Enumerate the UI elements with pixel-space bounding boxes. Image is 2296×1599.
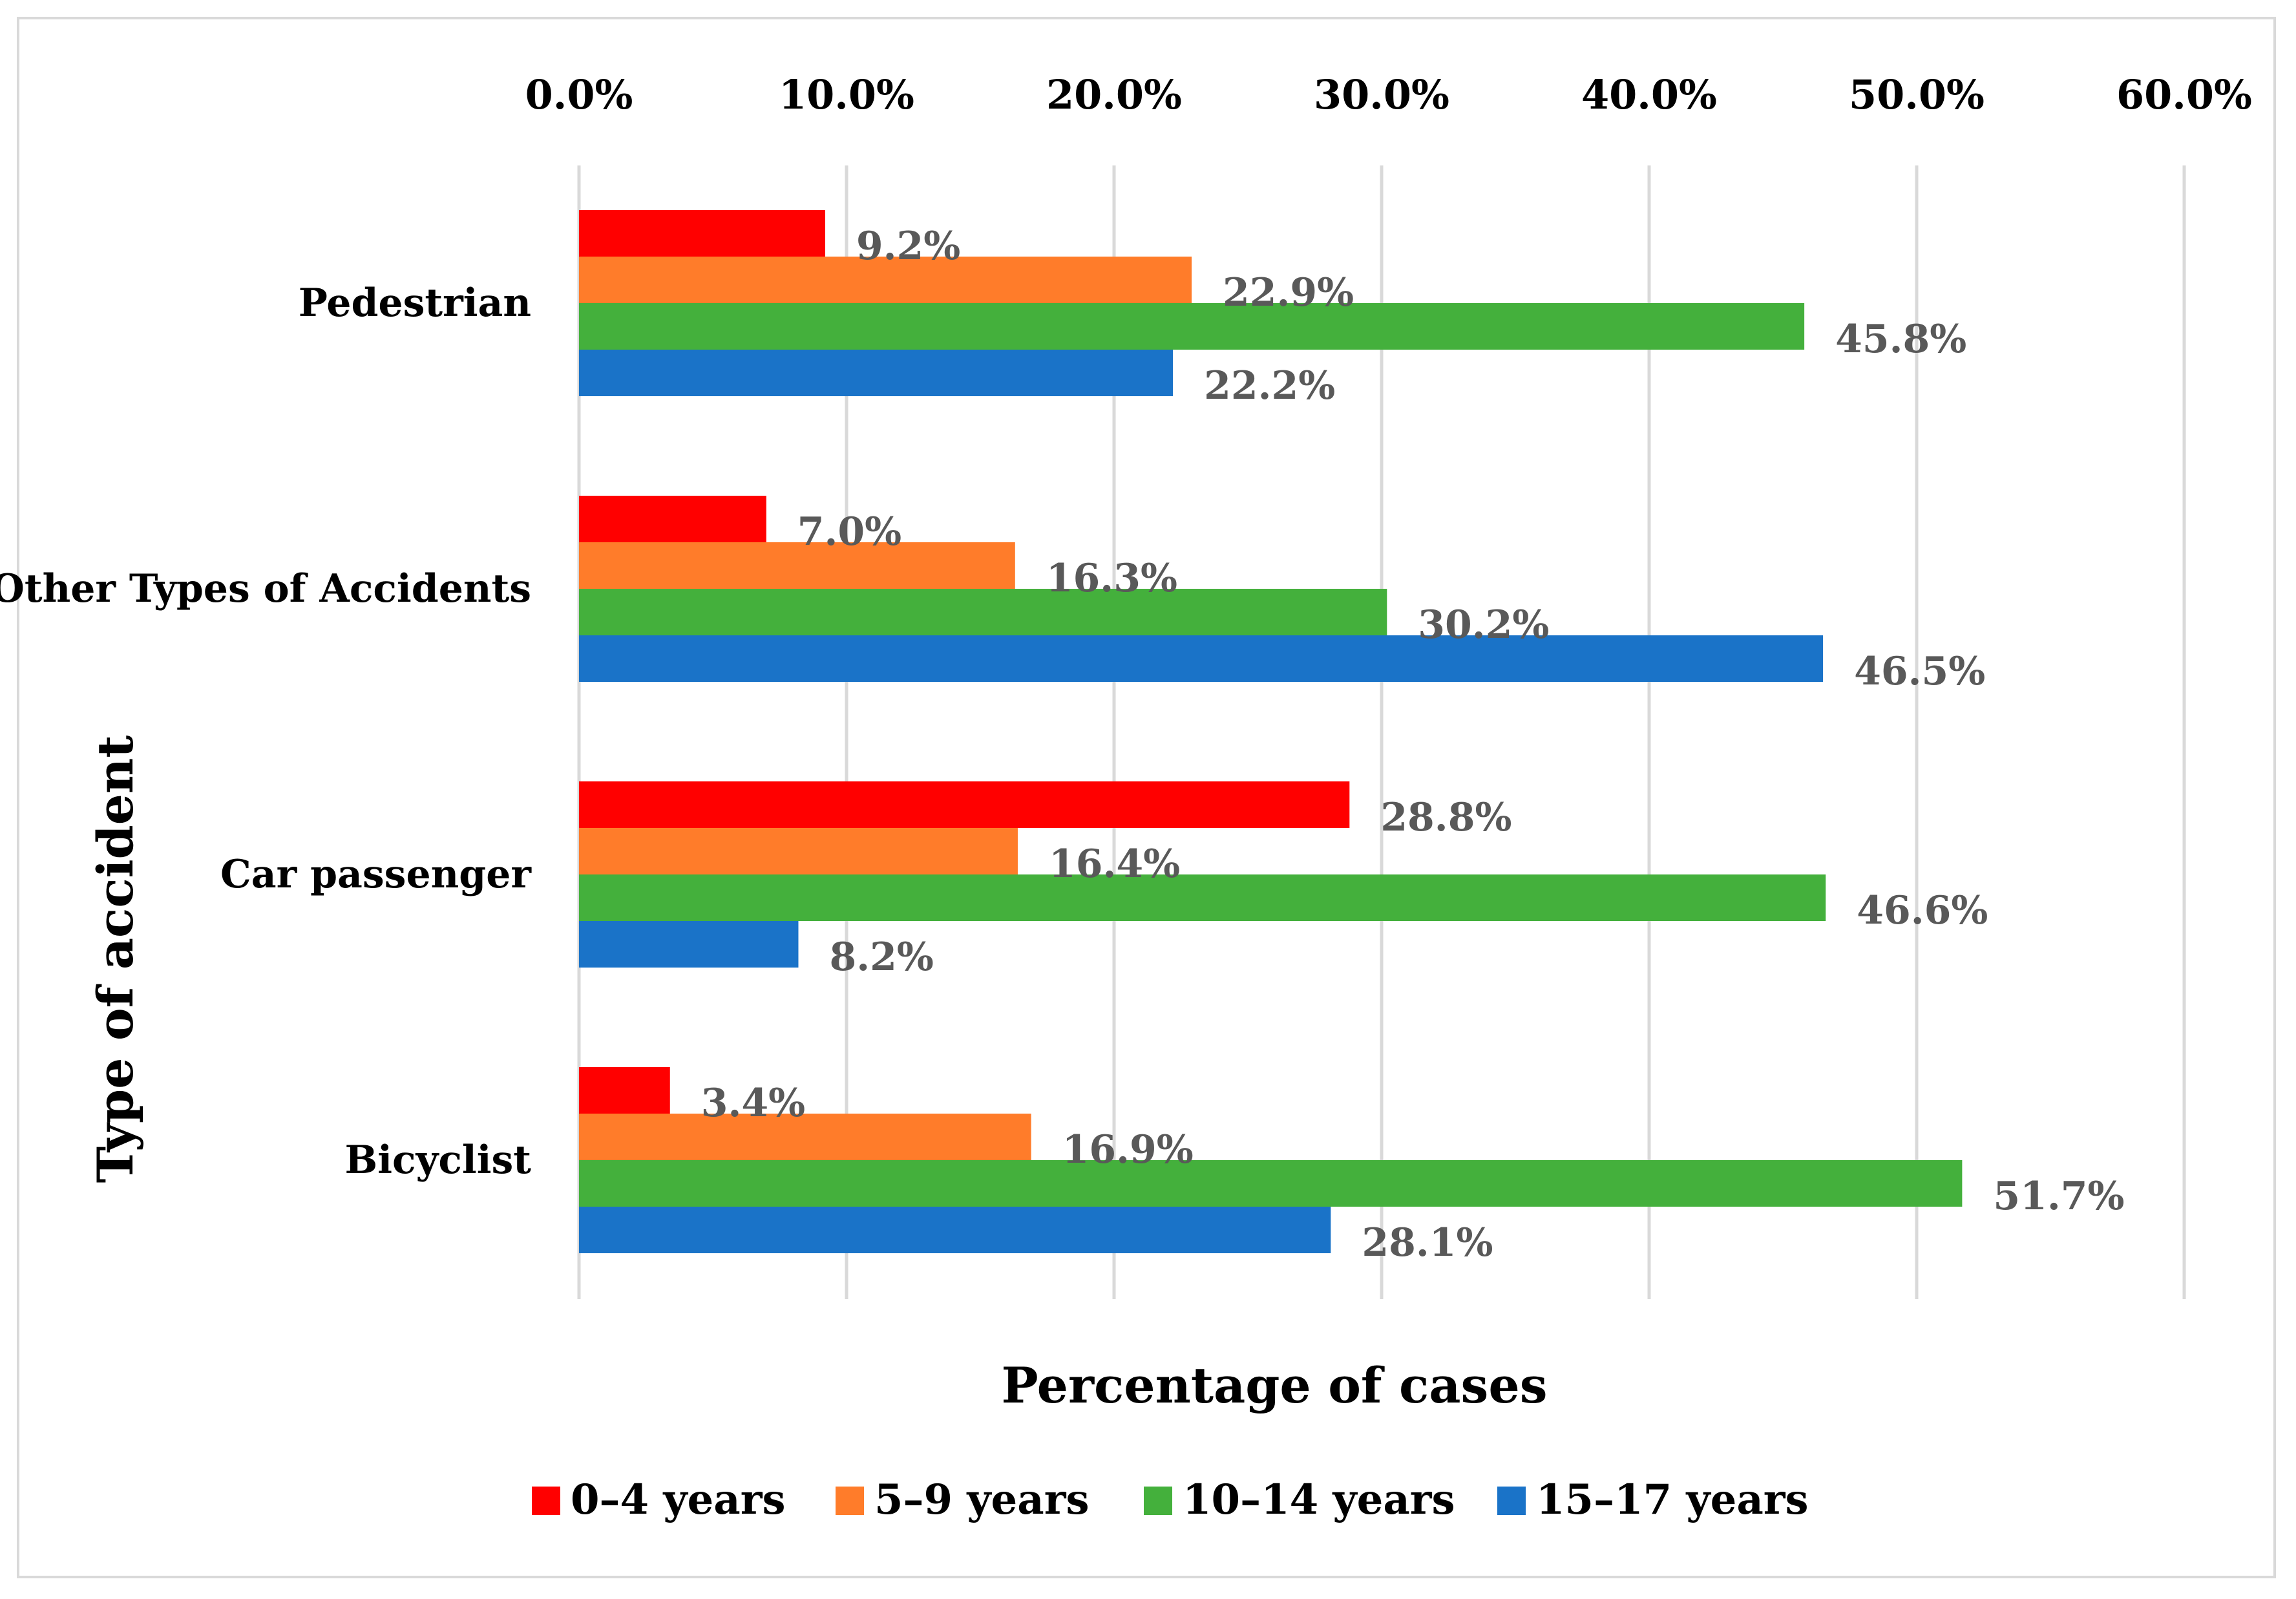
legend-label: 15–17 years [1536, 1476, 1809, 1524]
bar [579, 781, 1350, 828]
category-label: Car passenger [220, 852, 532, 897]
bar [579, 257, 1192, 303]
legend-label: 5–9 years [874, 1476, 1089, 1524]
category-label: Pedestrian [299, 281, 531, 326]
legend-swatch [1144, 1487, 1172, 1515]
data-label: 30.2% [1418, 602, 1549, 648]
x-axis-title: Percentage of cases [1002, 1357, 1548, 1414]
legend-swatch [532, 1487, 560, 1515]
legend-label: 10–14 years [1183, 1476, 1455, 1524]
y-axis-title: Type of accident [87, 736, 144, 1183]
legend-swatch [836, 1487, 864, 1515]
data-label: 46.6% [1857, 888, 1988, 933]
data-label: 7.0% [797, 509, 901, 555]
data-label: 22.2% [1204, 363, 1335, 408]
legend: 0–4 years 5–9 years 10–14 years 15–17 years [532, 1476, 1809, 1524]
data-labels: 9.2% 22.9% 45.8% 22.2% 7.0% 16.3% 30.2% 46.5% 28… [701, 224, 2125, 1265]
data-label: 46.5% [1854, 649, 1985, 694]
bar [579, 210, 825, 257]
bar [579, 589, 1387, 635]
bar [579, 921, 799, 968]
data-label: 8.2% [829, 935, 933, 980]
data-label: 28.1% [1362, 1220, 1493, 1265]
bar [579, 874, 1826, 921]
bar [579, 542, 1015, 589]
legend-label: 0–4 years [571, 1476, 785, 1524]
category-label: Bicyclist [344, 1138, 531, 1183]
x-tick-label: 0.0% [525, 71, 633, 118]
bars [579, 210, 1963, 1253]
bar [579, 496, 766, 542]
data-label: 51.7% [1993, 1174, 2124, 1219]
x-tick-label: 10.0% [779, 71, 914, 118]
data-label: 3.4% [701, 1081, 805, 1126]
x-tick-label: 60.0% [2116, 71, 2252, 118]
bar [579, 828, 1018, 874]
data-label: 16.4% [1049, 842, 1180, 887]
data-label: 45.8% [1835, 317, 1966, 362]
data-label: 16.9% [1062, 1127, 1194, 1172]
x-tick-label: 20.0% [1046, 71, 1182, 118]
bar [579, 635, 1824, 682]
data-label: 22.9% [1223, 270, 1354, 315]
bar [579, 303, 1805, 350]
bar [579, 350, 1174, 396]
bar [579, 1067, 670, 1114]
bar [579, 1114, 1031, 1160]
data-label: 16.3% [1046, 556, 1177, 601]
bar [579, 1207, 1331, 1253]
category-labels: Pedestrian Other Types of Accidents Car pa… [0, 281, 532, 1183]
data-label: 9.2% [856, 224, 960, 269]
x-tick-label: 30.0% [1314, 71, 1449, 118]
bar [579, 1160, 1963, 1207]
x-tick-label: 40.0% [1581, 71, 1717, 118]
data-label: 28.8% [1380, 795, 1511, 840]
legend-swatch [1497, 1487, 1526, 1515]
category-label: Other Types of Accidents [0, 566, 531, 611]
x-axis-tick-labels: 0.0% 10.0% 20.0% 30.0% 40.0% 50.0% 60.0% [525, 71, 2252, 118]
x-tick-label: 50.0% [1849, 71, 1985, 118]
